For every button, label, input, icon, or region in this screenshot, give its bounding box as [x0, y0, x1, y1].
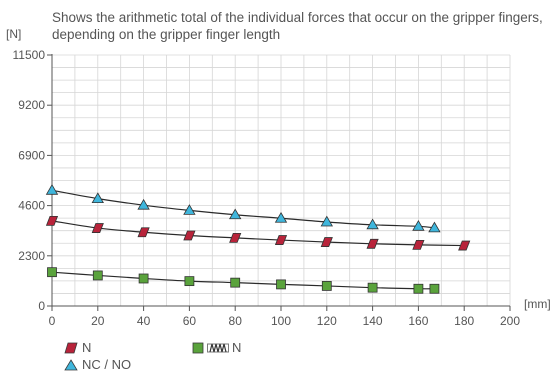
legend-parallelogram-icon: [64, 342, 78, 353]
x-tick-label: 180: [454, 314, 474, 328]
series-line: [51, 220, 465, 247]
data-point-square: [276, 279, 286, 290]
x-tick-label: 40: [137, 314, 151, 328]
data-point-parallelogram: [274, 235, 288, 245]
y-axis-unit: [N]: [6, 27, 22, 41]
y-tick-label: 9200: [18, 98, 45, 112]
data-point-parallelogram: [366, 238, 379, 249]
data-point-triangle: [137, 198, 150, 210]
data-point-square: [413, 283, 424, 294]
tick-labels: 0 2300 4600 6900 9200 11500 0 20 40 60 80 100 120 140…: [13, 48, 521, 328]
markers: [45, 184, 471, 294]
y-tick-label: 11500: [13, 48, 46, 62]
data-point-square: [321, 281, 332, 291]
x-tick-label: 120: [317, 314, 337, 328]
data-point-parallelogram: [137, 227, 150, 238]
data-point-triangle: [45, 184, 59, 195]
series-line: [51, 189, 435, 229]
chart-title: Shows the arithmetic total of the indivi…: [52, 10, 543, 42]
data-point-square: [367, 282, 378, 293]
grid: [51, 54, 511, 307]
data-point-triangle: [320, 215, 333, 227]
y-tick-label: 6900: [18, 148, 45, 162]
x-tick-label: 140: [363, 314, 383, 328]
data-point-parallelogram: [45, 215, 59, 226]
legend-item-nc-no: NC / NO: [64, 357, 131, 372]
data-point-triangle: [274, 211, 288, 223]
legend-label: NC / NO: [82, 357, 132, 372]
data-point-square: [184, 276, 195, 287]
data-point-triangle: [229, 208, 242, 220]
data-point-parallelogram: [412, 239, 425, 250]
data-point-square: [92, 270, 103, 281]
spring-icon: [207, 343, 229, 352]
data-point-square: [47, 267, 57, 278]
legend-label: N: [232, 340, 242, 355]
legend-square-icon: [192, 342, 204, 353]
legend-label: N: [82, 340, 92, 355]
y-tick-label: 0: [38, 299, 45, 313]
x-tick-label: 0: [49, 314, 56, 328]
y-tick-label: 4600: [18, 199, 45, 213]
data-point-parallelogram: [229, 233, 242, 243]
data-point-square: [138, 273, 149, 284]
data-point-square: [230, 277, 241, 288]
x-tick-label: 60: [183, 314, 197, 328]
data-point-triangle: [91, 192, 104, 204]
data-point-parallelogram: [320, 237, 333, 247]
data-point-square: [429, 283, 440, 294]
curves: [51, 189, 465, 290]
legend-item-n-green: N: [192, 340, 241, 355]
x-tick-label: 100: [271, 314, 291, 328]
x-tick-label: 20: [91, 314, 105, 328]
data-point-parallelogram: [458, 240, 471, 251]
x-tick-label: 160: [408, 314, 428, 328]
series-line: [51, 271, 435, 290]
x-tick-label: 200: [500, 314, 520, 328]
data-point-triangle: [183, 204, 196, 215]
data-point-triangle: [428, 221, 441, 233]
data-point-parallelogram: [183, 230, 196, 241]
data-point-triangle: [366, 218, 379, 230]
legend-item-n-red: N: [64, 340, 91, 355]
legend-triangle-icon: [64, 358, 78, 370]
y-tick-label: 2300: [18, 249, 45, 263]
data-point-triangle: [412, 220, 425, 231]
data-point-parallelogram: [91, 223, 104, 233]
x-tick-label: 80: [229, 314, 243, 328]
x-axis-unit: [mm]: [524, 297, 551, 311]
